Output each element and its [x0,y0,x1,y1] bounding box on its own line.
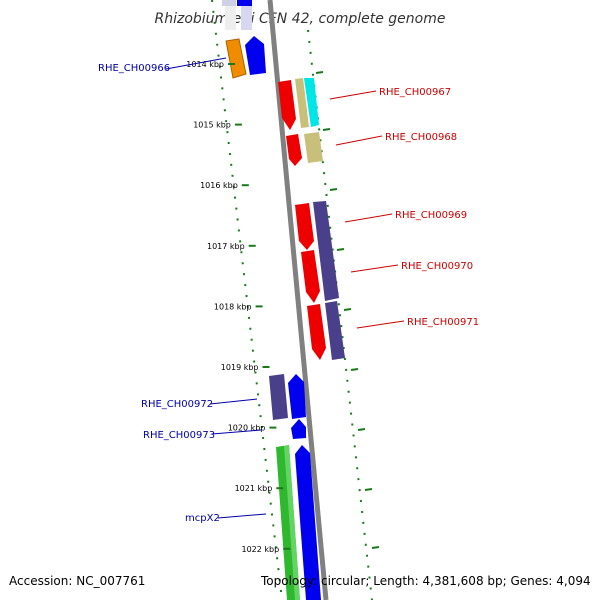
ruler-tick-label: 1014 kbp [186,60,224,69]
gene-leader-line [356,320,405,329]
gene-rhe-ch00968-khaki[interactable] [304,132,323,163]
gene-leader-line [329,90,377,100]
gene-rhe-ch00969-navy[interactable] [313,201,339,301]
gene-label[interactable]: RHE_CH00971 [407,317,479,328]
gene-mcpx2-green[interactable] [276,445,300,600]
gene-leader-line [165,57,227,70]
ruler-tick-label: 1018 kbp [214,302,252,311]
ruler-tick-label: 1019 kbp [221,363,259,372]
gene-rhe-ch00973[interactable] [291,419,306,439]
gene-rhe-ch00967[interactable] [278,80,296,130]
gene-label[interactable]: RHE_CH00969 [395,210,467,221]
gene-rhe-ch00969[interactable] [295,203,314,250]
gene-rhe-ch00972[interactable] [288,374,306,419]
ruler-tick-right [343,308,352,311]
gene-label-layer: RHE_CH00966 RHE_CH00967 RHE_CH00968 RHE_CH0… [98,57,479,524]
ruler-tick-right [350,368,359,371]
genome-summary-text: Topology: circular; Length: 4,381,608 bp… [261,574,591,588]
ruler-tick-right [364,488,373,491]
ruler-tick-label: 1020 kbp [228,424,266,433]
gene-leader-line [344,213,393,223]
genome-backbone [267,0,329,600]
ruler-tick-label: 1016 kbp [200,181,238,190]
gene-rhe-ch00966-orange[interactable] [225,38,247,79]
ruler-tick-label: 1021 kbp [235,484,273,493]
ruler-left-dotted [211,0,283,600]
ruler-tick-right [371,546,380,549]
top-faded-genes [222,0,252,30]
gene-leader-line [350,264,399,273]
gene-rhe-ch00970[interactable] [301,250,320,303]
ruler-tick-right [315,71,324,74]
gene-rhe-ch00967-cyan[interactable] [304,78,319,127]
ruler-tick-right [336,248,345,251]
gene-rhe-ch00966[interactable] [245,36,266,75]
ruler-tick-label: 1017 kbp [207,242,245,251]
gene-leader-line [209,398,258,405]
ruler-tick-right [329,188,338,191]
ruler-tick-label: 1015 kbp [193,121,231,130]
gene-label[interactable]: RHE_CH00970 [401,261,473,272]
ruler-ticks: 1014 kbp 1015 kbp 1016 kbp 1017 kbp 1018 kbp… [186,60,380,554]
ruler-tick-right [357,428,366,431]
gene-leader-line [211,429,262,435]
gene-label[interactable]: RHE_CH00972 [141,399,213,410]
accession-text: Accession: NC_007761 [9,574,146,588]
ruler-tick-right [322,128,331,131]
gene-leader-line [217,513,267,519]
gene-label[interactable]: RHE_CH00966 [98,63,170,74]
gene-rhe-ch00972-navy[interactable] [269,374,288,420]
gene-label[interactable]: RHE_CH00968 [385,132,457,143]
gene-rhe-ch00971-navy[interactable] [325,301,345,360]
gene-leader-line [335,135,383,146]
gene-rhe-ch00968[interactable] [286,134,302,166]
ruler-tick-label: 1022 kbp [241,545,279,554]
gene-rhe-ch00967-khaki[interactable] [295,78,309,128]
gene-mcpx2[interactable] [295,445,321,600]
gene-label[interactable]: mcpX2 [185,513,220,524]
ruler-right-dotted [307,29,373,600]
map-title: Rhizobium etli CFN 42, complete genome [155,11,446,27]
gene-label[interactable]: RHE_CH00973 [143,430,215,441]
gene-rhe-ch00971[interactable] [307,304,326,360]
gene-label[interactable]: RHE_CH00967 [379,87,451,98]
